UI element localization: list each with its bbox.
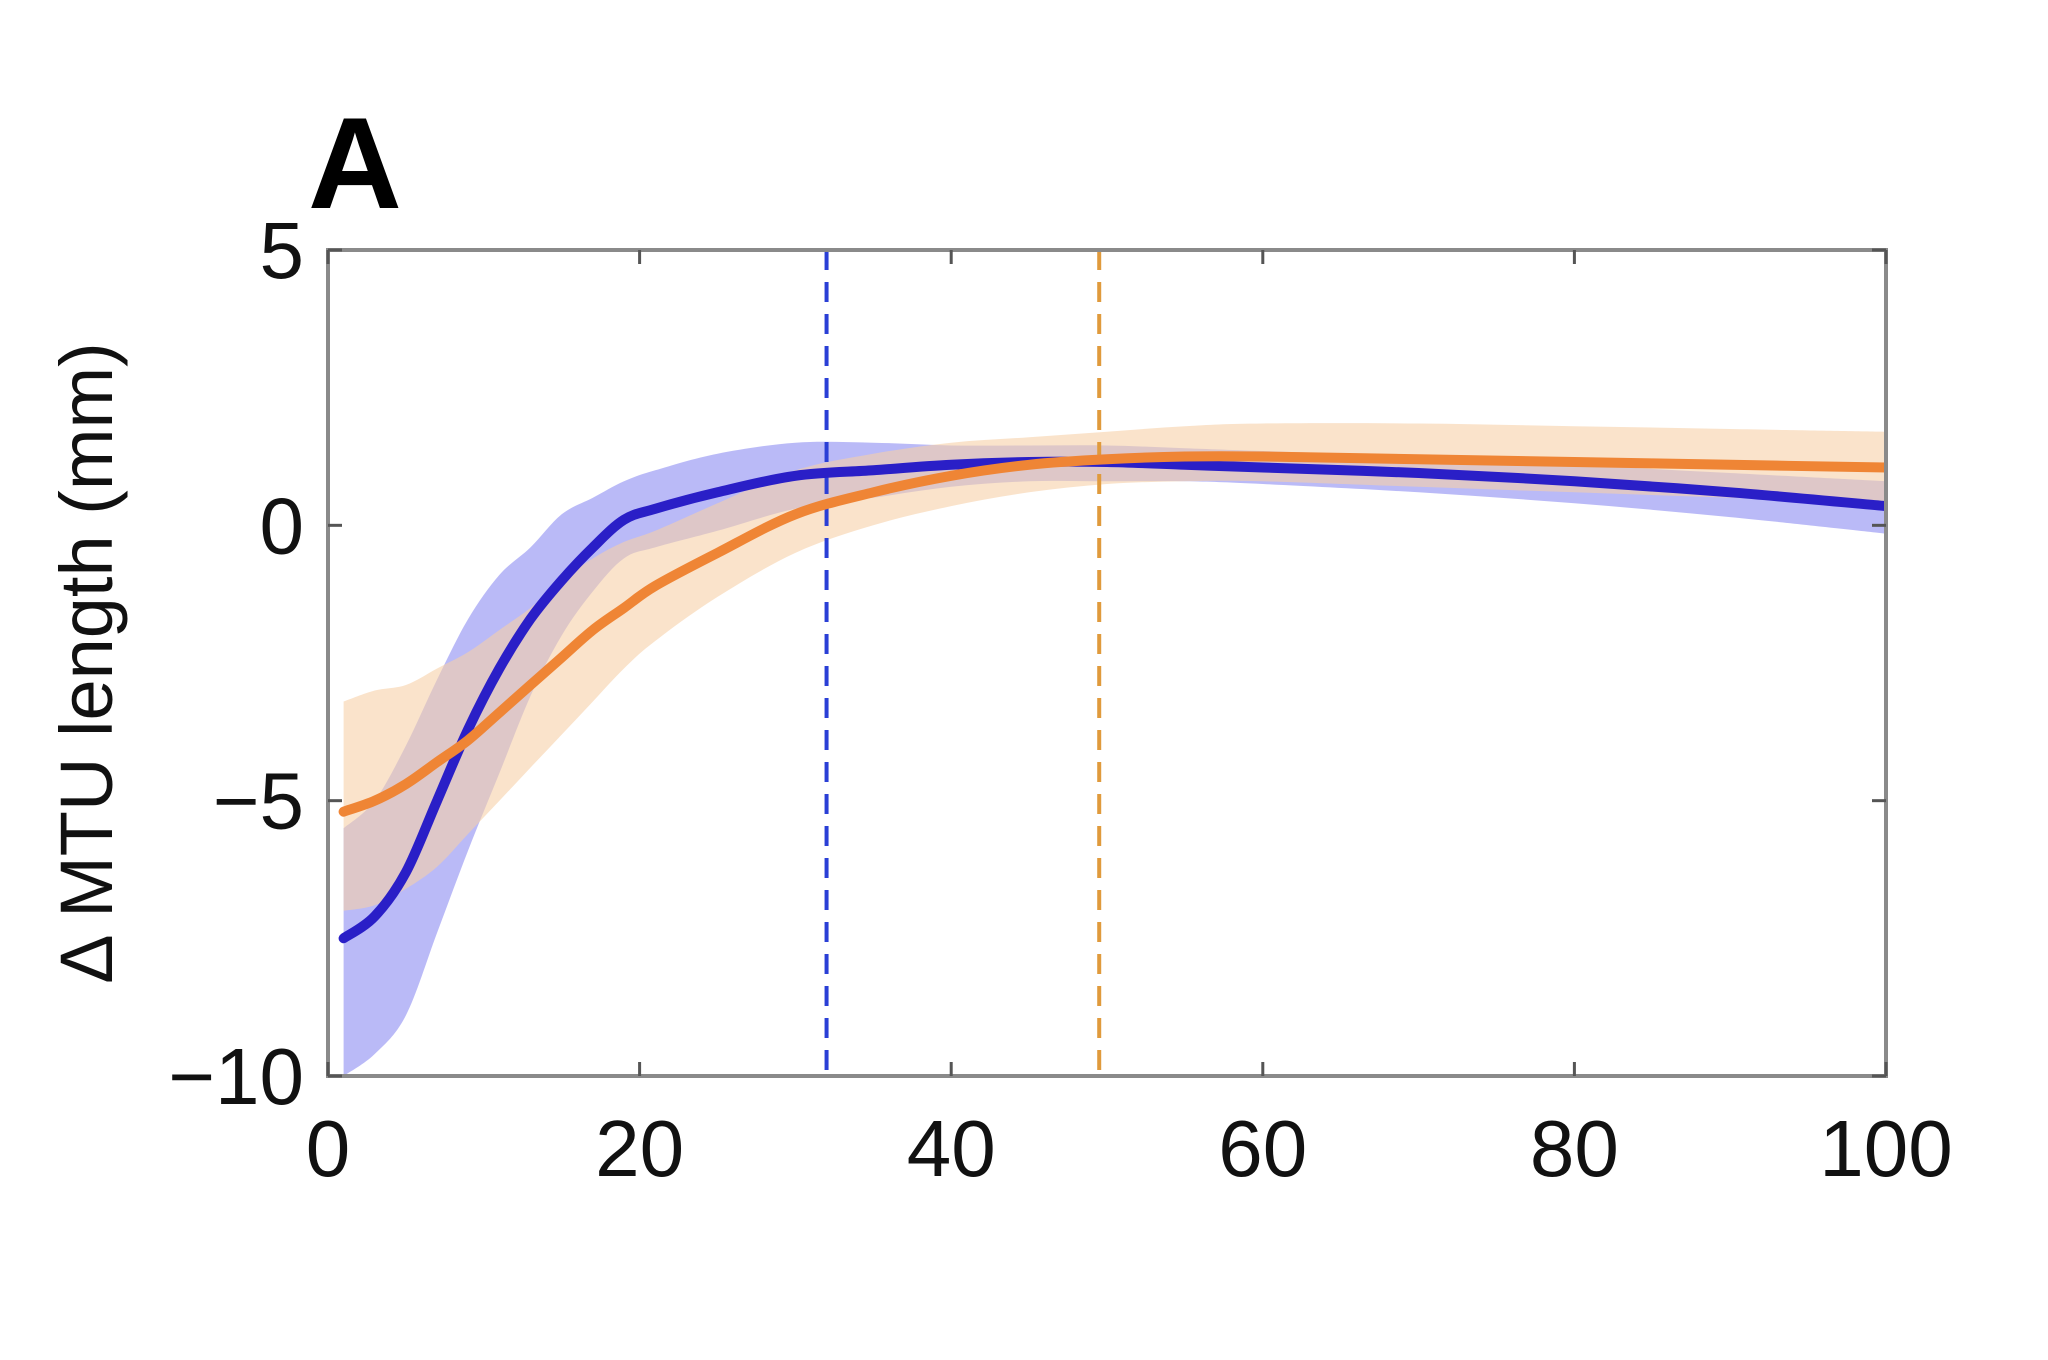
y-tick-label: −10 xyxy=(168,1032,304,1121)
panel-label: A xyxy=(308,90,402,236)
y-axis-label: Δ MTU length (mm) xyxy=(45,342,128,984)
plot-area xyxy=(338,250,1886,1076)
x-tick-label: 100 xyxy=(1819,1104,1952,1193)
x-tick-label: 60 xyxy=(1218,1104,1307,1193)
x-tick-label: 40 xyxy=(907,1104,996,1193)
y-tick-label: 5 xyxy=(260,206,305,295)
x-tick-label: 80 xyxy=(1530,1104,1619,1193)
series-1-band xyxy=(343,441,1886,1076)
axis-ticks: 0 20 40 60 80 100 −10 −5 0 5 xyxy=(168,206,1952,1193)
x-tick-label: 0 xyxy=(306,1104,351,1193)
series-2-line xyxy=(338,451,1886,817)
x-tick-label: 20 xyxy=(595,1104,684,1193)
series-1-line xyxy=(338,456,1886,944)
y-tick-label: 0 xyxy=(260,481,305,570)
y-tick-label: −5 xyxy=(213,757,304,846)
plot-frame xyxy=(326,248,1888,1078)
